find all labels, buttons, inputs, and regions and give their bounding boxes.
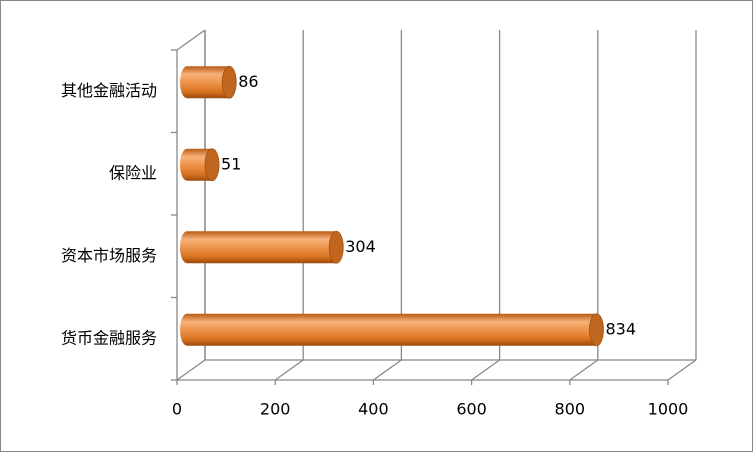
grid-line [569, 359, 599, 381]
x-tick-label: 1000 [648, 400, 689, 419]
y-tick-label: 保险业 [109, 163, 157, 182]
bar [180, 148, 220, 182]
y-tick-label: 其他金融活动 [61, 81, 157, 100]
x-tick-label: 600 [456, 400, 487, 419]
value-label: 834 [605, 319, 636, 338]
bar-body [180, 66, 237, 99]
bar-body [180, 313, 604, 346]
bar [180, 313, 604, 347]
grid-line [471, 359, 500, 381]
grid-line [667, 359, 697, 381]
x-tick-label: 400 [358, 400, 389, 419]
y-tick-label: 资本市场服务 [61, 246, 157, 265]
bar [180, 65, 237, 99]
bar [180, 230, 344, 264]
bar-cap [204, 148, 220, 182]
grid-line [176, 359, 206, 381]
value-label: 51 [221, 154, 241, 173]
x-tick-label: 0 [172, 400, 182, 419]
axis-line [176, 29, 206, 51]
value-label: 86 [238, 72, 258, 91]
x-tick-label: 200 [260, 400, 291, 419]
value-label: 304 [345, 237, 376, 256]
bar-cap [589, 313, 604, 347]
bar-body [180, 231, 344, 264]
bar-cap [328, 230, 344, 264]
y-tick-label: 货币金融服务 [61, 328, 157, 347]
grid-line [373, 359, 402, 381]
x-tick-label: 800 [555, 400, 586, 419]
bar-cap [221, 65, 237, 99]
grid-line [274, 359, 304, 381]
